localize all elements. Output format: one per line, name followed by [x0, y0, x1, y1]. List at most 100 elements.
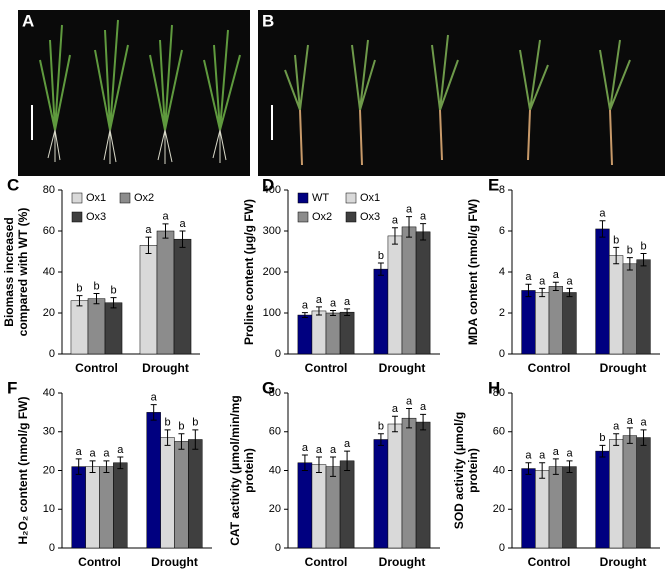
- y-tick-label: 40: [43, 387, 55, 399]
- error-bar: [640, 253, 647, 267]
- legend-label: Ox2: [312, 211, 332, 223]
- bar: [297, 462, 313, 549]
- error-bar: [162, 223, 169, 239]
- roots-b: [299, 109, 613, 166]
- error-bar: [301, 454, 308, 471]
- plants-a: [39, 19, 241, 131]
- error-bar: [110, 297, 117, 309]
- error-bar: [566, 287, 573, 298]
- panel-letter: H: [488, 378, 500, 397]
- error-bar: [599, 220, 606, 238]
- significance-label: b: [192, 417, 198, 429]
- y-tick-label: 10: [43, 503, 55, 515]
- error-bar: [552, 458, 559, 475]
- bar: [174, 441, 189, 549]
- significance-label: b: [178, 421, 184, 433]
- bar: [595, 228, 610, 355]
- significance-label: b: [165, 417, 171, 429]
- bar: [311, 310, 327, 355]
- error-bar: [626, 427, 633, 444]
- significance-label: a: [302, 442, 309, 454]
- y-tick-label: 2: [499, 307, 505, 319]
- bar: [325, 466, 341, 549]
- x-tick-label: Drought: [151, 555, 198, 569]
- bar: [85, 466, 100, 549]
- y-tick-label: 4: [499, 266, 505, 278]
- error-bar: [315, 456, 322, 473]
- significance-label: a: [103, 448, 110, 460]
- bar: [70, 300, 89, 355]
- legend-label: Ox1: [360, 192, 380, 204]
- error-bar: [76, 295, 83, 307]
- y-axis-label: CAT activity (μmol/min/mg: [228, 395, 242, 545]
- bar: [401, 417, 417, 549]
- y-axis-label: protein): [466, 448, 480, 493]
- significance-label: a: [420, 211, 427, 223]
- y-tick-label: 60: [269, 426, 281, 438]
- y-tick-label: 400: [263, 184, 281, 196]
- bar: [595, 450, 610, 549]
- y-tick-label: 20: [269, 503, 281, 515]
- significance-label: a: [302, 299, 309, 311]
- bar: [401, 226, 417, 355]
- error-bar: [89, 460, 96, 473]
- roots-a: [47, 129, 227, 164]
- bar: [636, 437, 651, 549]
- y-tick-label: 20: [43, 464, 55, 476]
- y-tick-label: 200: [263, 266, 281, 278]
- error-bar: [406, 216, 413, 238]
- bar: [562, 466, 577, 549]
- significance-label: b: [640, 240, 646, 252]
- error-bar: [552, 281, 559, 291]
- error-bar: [613, 433, 620, 446]
- y-tick-label: 8: [499, 184, 505, 196]
- significance-label: a: [392, 403, 399, 415]
- x-tick-label: Drought: [379, 555, 426, 569]
- legend-label: Ox3: [360, 211, 380, 223]
- significance-label: a: [344, 438, 351, 450]
- error-bar: [103, 460, 110, 473]
- y-tick-label: 0: [49, 348, 55, 360]
- y-tick-label: 30: [43, 426, 55, 438]
- significance-label: a: [162, 211, 169, 223]
- bar: [325, 312, 341, 355]
- bar: [636, 259, 651, 355]
- y-axis-label: Proline content (μg/g FW): [242, 199, 256, 345]
- significance-label: a: [145, 224, 152, 236]
- error-bar: [179, 230, 186, 248]
- bar: [622, 435, 637, 549]
- legend-label: WT: [312, 192, 329, 204]
- panel-letter: A: [22, 11, 34, 30]
- error-bar: [117, 456, 124, 470]
- significance-label: a: [406, 395, 413, 407]
- panel-letter: E: [488, 175, 499, 194]
- significance-label: a: [316, 294, 323, 306]
- x-tick-label: Control: [78, 555, 121, 569]
- legend-swatch: [345, 211, 357, 223]
- significance-label: a: [553, 269, 560, 281]
- significance-label: b: [93, 280, 99, 292]
- error-bar: [391, 415, 398, 433]
- significance-label: a: [640, 417, 647, 429]
- significance-label: a: [627, 415, 634, 427]
- y-tick-label: 40: [269, 464, 281, 476]
- error-bar: [377, 433, 384, 446]
- bar: [87, 298, 106, 355]
- significance-label: b: [110, 285, 116, 297]
- bar: [104, 302, 123, 355]
- bar: [339, 460, 355, 549]
- error-bar: [315, 306, 322, 316]
- error-bar: [377, 262, 384, 276]
- y-tick-label: 80: [43, 184, 55, 196]
- significance-label: b: [599, 432, 605, 444]
- panel-letter: G: [262, 378, 275, 397]
- error-bar: [626, 257, 633, 271]
- error-bar: [344, 308, 351, 316]
- legend-label: Ox2: [134, 192, 154, 204]
- error-bar: [192, 429, 199, 450]
- y-tick-label: 0: [499, 348, 505, 360]
- legend-swatch: [345, 192, 357, 204]
- y-tick-label: 300: [263, 225, 281, 237]
- bar: [415, 421, 431, 549]
